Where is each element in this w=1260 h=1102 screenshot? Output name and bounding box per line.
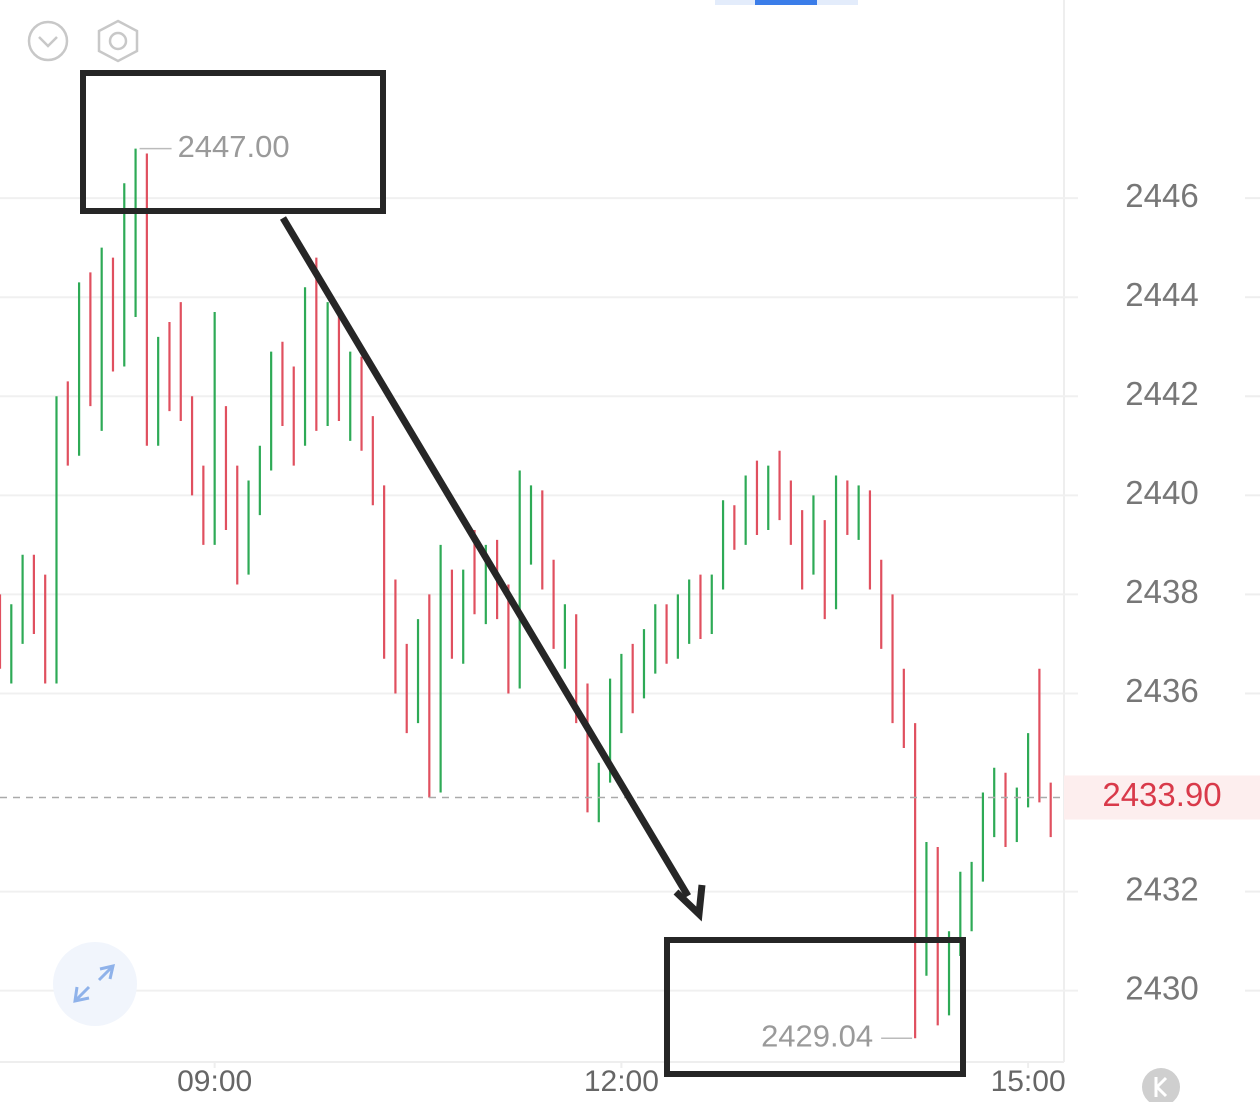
y-tick-label: 2430 xyxy=(1125,969,1198,1006)
highlight-box xyxy=(664,937,966,1077)
y-tick-label: 2446 xyxy=(1125,177,1198,214)
top-tab-indicator xyxy=(755,0,817,5)
labels: 2430 2432 2436 2438 2440 2442 2444 2446 09:00 12:… xyxy=(0,129,1260,1098)
x-tick-label: 09:00 xyxy=(177,1065,252,1098)
annotation-label: 2447.00 xyxy=(178,129,290,164)
y-tick-label: 2444 xyxy=(1125,276,1198,313)
bars xyxy=(0,148,1052,1039)
highlight-box xyxy=(80,70,386,214)
k-button[interactable] xyxy=(1142,1068,1180,1102)
y-tick-label: 2436 xyxy=(1125,672,1198,709)
y-tick-label: 2442 xyxy=(1125,375,1198,412)
last-price-label: 2433.90 xyxy=(1102,776,1221,813)
collapse-button[interactable] xyxy=(27,20,69,62)
arrow-shaft xyxy=(279,216,692,898)
y-tick-label: 2440 xyxy=(1125,474,1198,511)
y-tick-label: 2438 xyxy=(1125,573,1198,610)
last-price-tag xyxy=(1064,775,1260,820)
x-tick-label: 15:00 xyxy=(991,1065,1066,1098)
grid xyxy=(0,197,1260,1068)
annotation-label: 2429.04 xyxy=(761,1018,873,1053)
settings-button[interactable] xyxy=(97,19,139,63)
x-tick-label: 12:00 xyxy=(584,1065,659,1098)
arrow-head xyxy=(673,884,706,922)
y-tick-label: 2432 xyxy=(1125,870,1198,907)
fullscreen-button[interactable] xyxy=(53,942,137,1026)
